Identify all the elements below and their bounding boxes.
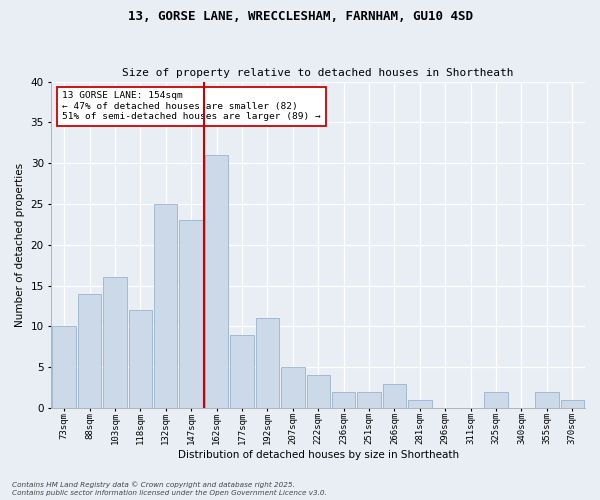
Bar bbox=[205, 155, 228, 408]
X-axis label: Distribution of detached houses by size in Shortheath: Distribution of detached houses by size … bbox=[178, 450, 459, 460]
Bar bbox=[78, 294, 101, 408]
Bar bbox=[179, 220, 203, 408]
Bar bbox=[230, 334, 254, 408]
Title: Size of property relative to detached houses in Shortheath: Size of property relative to detached ho… bbox=[122, 68, 514, 78]
Bar bbox=[358, 392, 381, 408]
Text: Contains public sector information licensed under the Open Government Licence v3: Contains public sector information licen… bbox=[12, 490, 327, 496]
Bar bbox=[256, 318, 279, 408]
Bar bbox=[154, 204, 178, 408]
Bar bbox=[281, 367, 305, 408]
Bar bbox=[307, 376, 330, 408]
Bar bbox=[128, 310, 152, 408]
Text: Contains HM Land Registry data © Crown copyright and database right 2025.: Contains HM Land Registry data © Crown c… bbox=[12, 482, 295, 488]
Y-axis label: Number of detached properties: Number of detached properties bbox=[15, 162, 25, 327]
Bar bbox=[408, 400, 431, 408]
Bar bbox=[535, 392, 559, 408]
Bar bbox=[332, 392, 355, 408]
Bar bbox=[52, 326, 76, 408]
Bar bbox=[484, 392, 508, 408]
Bar bbox=[103, 278, 127, 408]
Bar bbox=[383, 384, 406, 408]
Text: 13 GORSE LANE: 154sqm
← 47% of detached houses are smaller (82)
51% of semi-deta: 13 GORSE LANE: 154sqm ← 47% of detached … bbox=[62, 92, 321, 121]
Text: 13, GORSE LANE, WRECCLESHAM, FARNHAM, GU10 4SD: 13, GORSE LANE, WRECCLESHAM, FARNHAM, GU… bbox=[128, 10, 473, 23]
Bar bbox=[560, 400, 584, 408]
